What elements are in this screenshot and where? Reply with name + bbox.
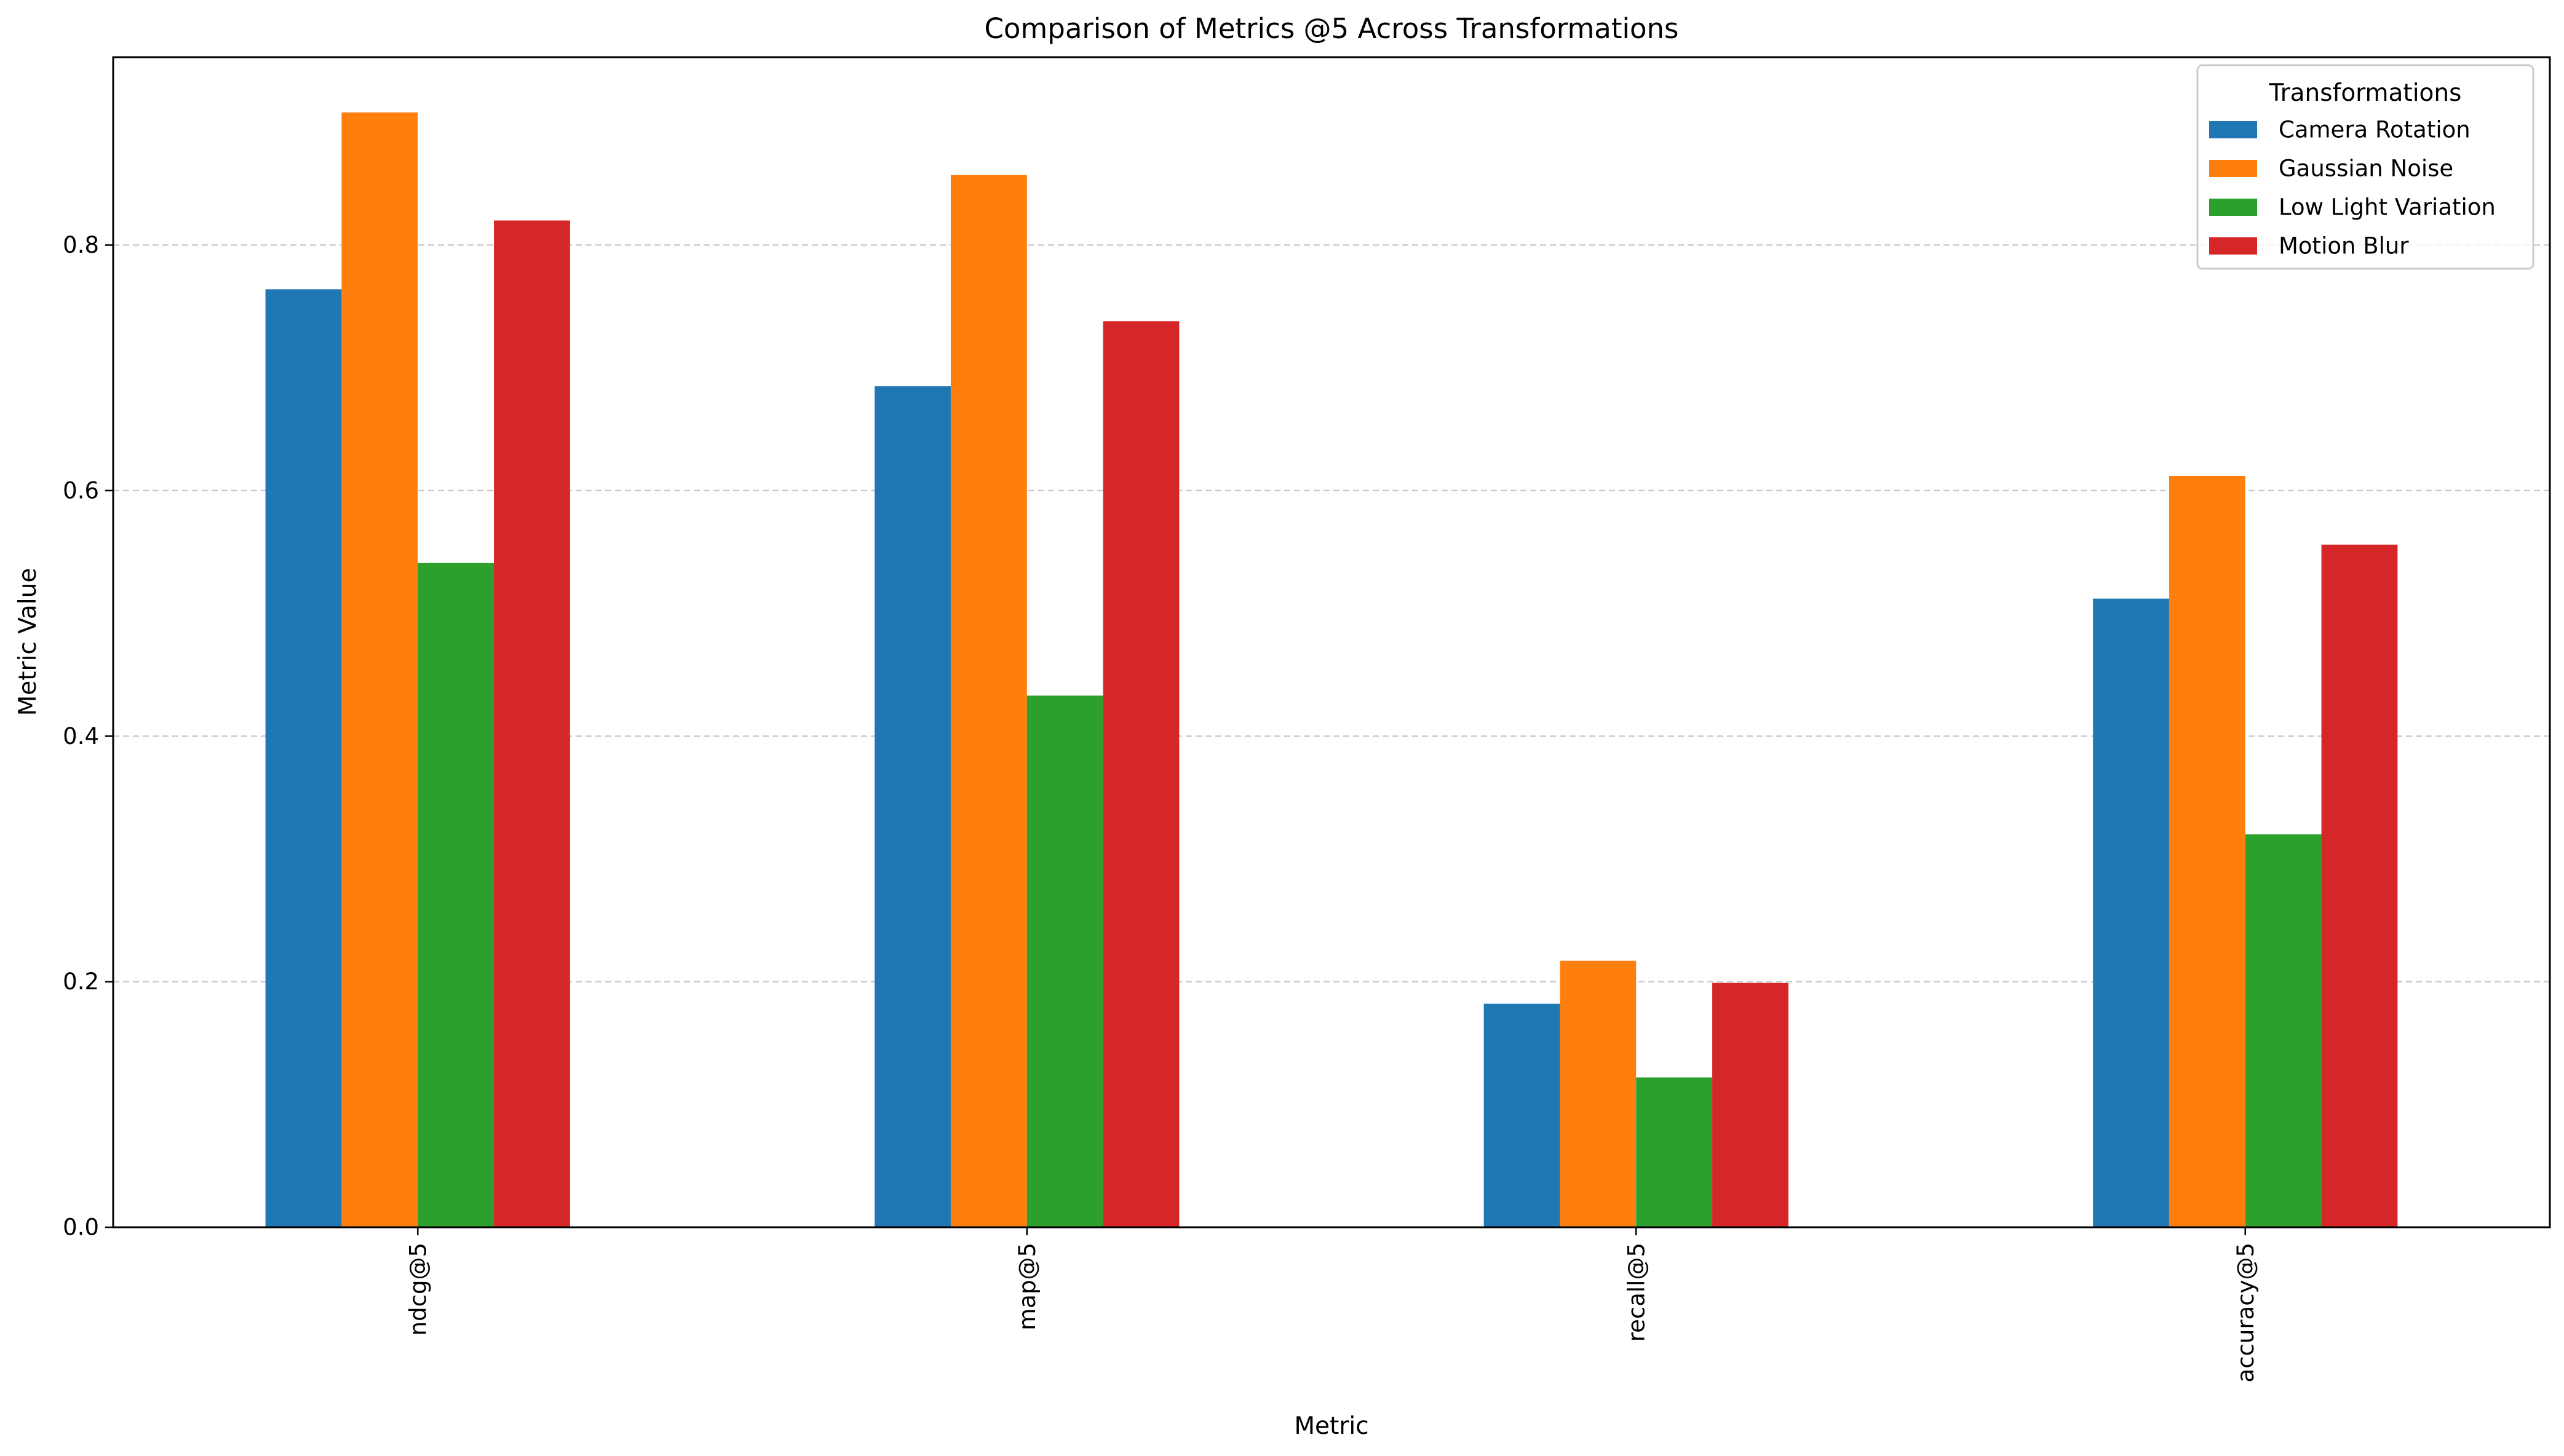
legend-label: Motion Blur bbox=[2279, 233, 2409, 259]
bar bbox=[1483, 1003, 1560, 1227]
x-axis: ndcg@5 map@5 recall@5 accuracy@5 bbox=[405, 1227, 2259, 1382]
bar bbox=[1103, 321, 1180, 1227]
legend-box bbox=[2196, 64, 2534, 270]
plot-frame bbox=[112, 56, 2551, 1228]
y-tick-label: 0.4 bbox=[63, 723, 99, 750]
bars bbox=[265, 112, 2398, 1228]
legend: Transformations Camera Rotation Gaussian … bbox=[2196, 64, 2534, 270]
bar bbox=[875, 386, 951, 1227]
bar bbox=[950, 175, 1027, 1228]
bar bbox=[341, 112, 418, 1227]
legend-items: Camera Rotation Gaussian Noise Low Light V… bbox=[2209, 117, 2496, 259]
bar bbox=[2169, 475, 2245, 1228]
bar bbox=[2245, 834, 2322, 1227]
chart-title: Comparison of Metrics @5 Across Transfor… bbox=[984, 12, 1678, 45]
y-axis-label: Metric Value bbox=[14, 568, 42, 716]
bar bbox=[1026, 695, 1103, 1227]
legend-label: Gaussian Noise bbox=[2279, 156, 2453, 182]
bar bbox=[265, 289, 342, 1227]
bar bbox=[494, 220, 570, 1228]
legend-label: Camera Rotation bbox=[2279, 117, 2471, 143]
legend-swatch bbox=[2209, 160, 2257, 177]
y-tick-label: 0.6 bbox=[63, 477, 99, 504]
bar bbox=[2093, 598, 2169, 1227]
y-tick-label: 0.2 bbox=[63, 968, 99, 995]
y-tick-label: 0.0 bbox=[63, 1214, 99, 1241]
legend-title: Transformations bbox=[2269, 79, 2462, 107]
y-axis: 0.0 0.2 0.4 0.6 0.8 bbox=[63, 232, 113, 1241]
bar bbox=[1712, 983, 1788, 1227]
legend-swatch bbox=[2209, 121, 2257, 138]
bar bbox=[1636, 1077, 1713, 1227]
bar bbox=[2321, 544, 2398, 1227]
bar bbox=[418, 563, 494, 1227]
x-axis-label: Metric bbox=[1294, 1412, 1368, 1440]
legend-swatch bbox=[2209, 237, 2257, 255]
y-tick-label: 0.8 bbox=[63, 232, 99, 258]
x-tick-label: recall@5 bbox=[1623, 1243, 1649, 1342]
bar bbox=[1560, 960, 1637, 1227]
x-tick-label: ndcg@5 bbox=[405, 1243, 431, 1335]
x-tick-label: map@5 bbox=[1014, 1243, 1041, 1331]
legend-swatch bbox=[2209, 199, 2257, 216]
x-tick-label: accuracy@5 bbox=[2233, 1243, 2259, 1382]
legend-label: Low Light Variation bbox=[2279, 194, 2496, 221]
